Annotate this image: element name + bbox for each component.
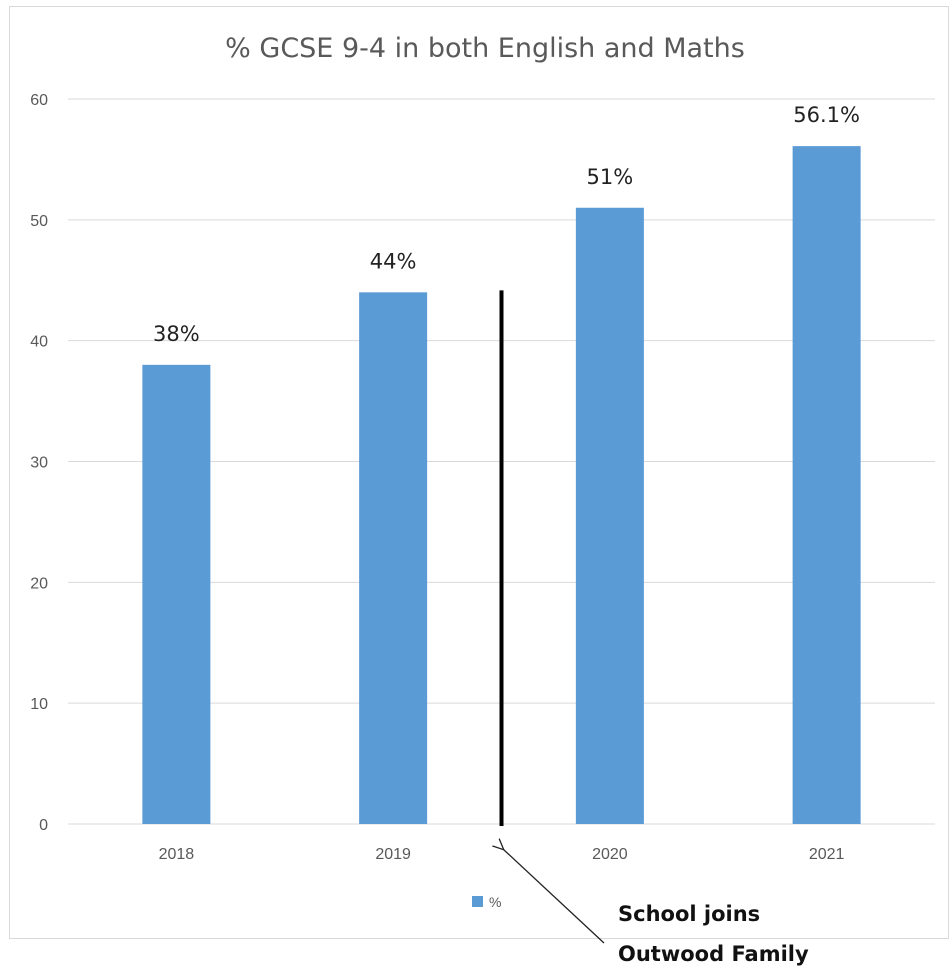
x-tick-label: 2020: [592, 846, 628, 863]
y-tick-label: 20: [30, 575, 48, 592]
chart-title: % GCSE 9-4 in both English and Maths: [225, 33, 745, 64]
bar-2020: [575, 207, 644, 824]
data-labels: 38% 44% 51% 56.1%: [153, 103, 860, 346]
x-tick-label: 2021: [809, 846, 845, 863]
legend: %: [472, 894, 501, 910]
x-tick-label: 2019: [375, 846, 411, 863]
legend-swatch: [472, 896, 483, 907]
y-tick-label: 10: [30, 696, 48, 713]
y-tick-label: 30: [30, 455, 48, 472]
annotation-line-2: Outwood Family: [618, 942, 809, 966]
y-tick-label: 0: [39, 817, 48, 834]
legend-label: %: [489, 894, 501, 910]
y-tick-label: 40: [30, 334, 48, 351]
bar-2021: [792, 146, 861, 824]
bar-2019: [359, 292, 428, 824]
x-tick-label: 2018: [159, 846, 195, 863]
y-tick-label: 50: [30, 213, 48, 230]
annotation-line-1: School joins: [618, 902, 760, 926]
annotation-arrow: [503, 849, 605, 944]
data-label-2019: 44%: [370, 249, 417, 273]
bars: [142, 146, 861, 824]
x-axis-ticks: 2018 2019 2020 2021: [159, 846, 845, 863]
bar-2018: [142, 364, 211, 824]
data-label-2021: 56.1%: [793, 103, 860, 127]
data-label-2018: 38%: [153, 322, 200, 346]
data-label-2020: 51%: [587, 165, 634, 189]
y-axis-ticks: 0 10 20 30 40 50 60: [30, 92, 48, 834]
y-tick-label: 60: [30, 92, 48, 109]
